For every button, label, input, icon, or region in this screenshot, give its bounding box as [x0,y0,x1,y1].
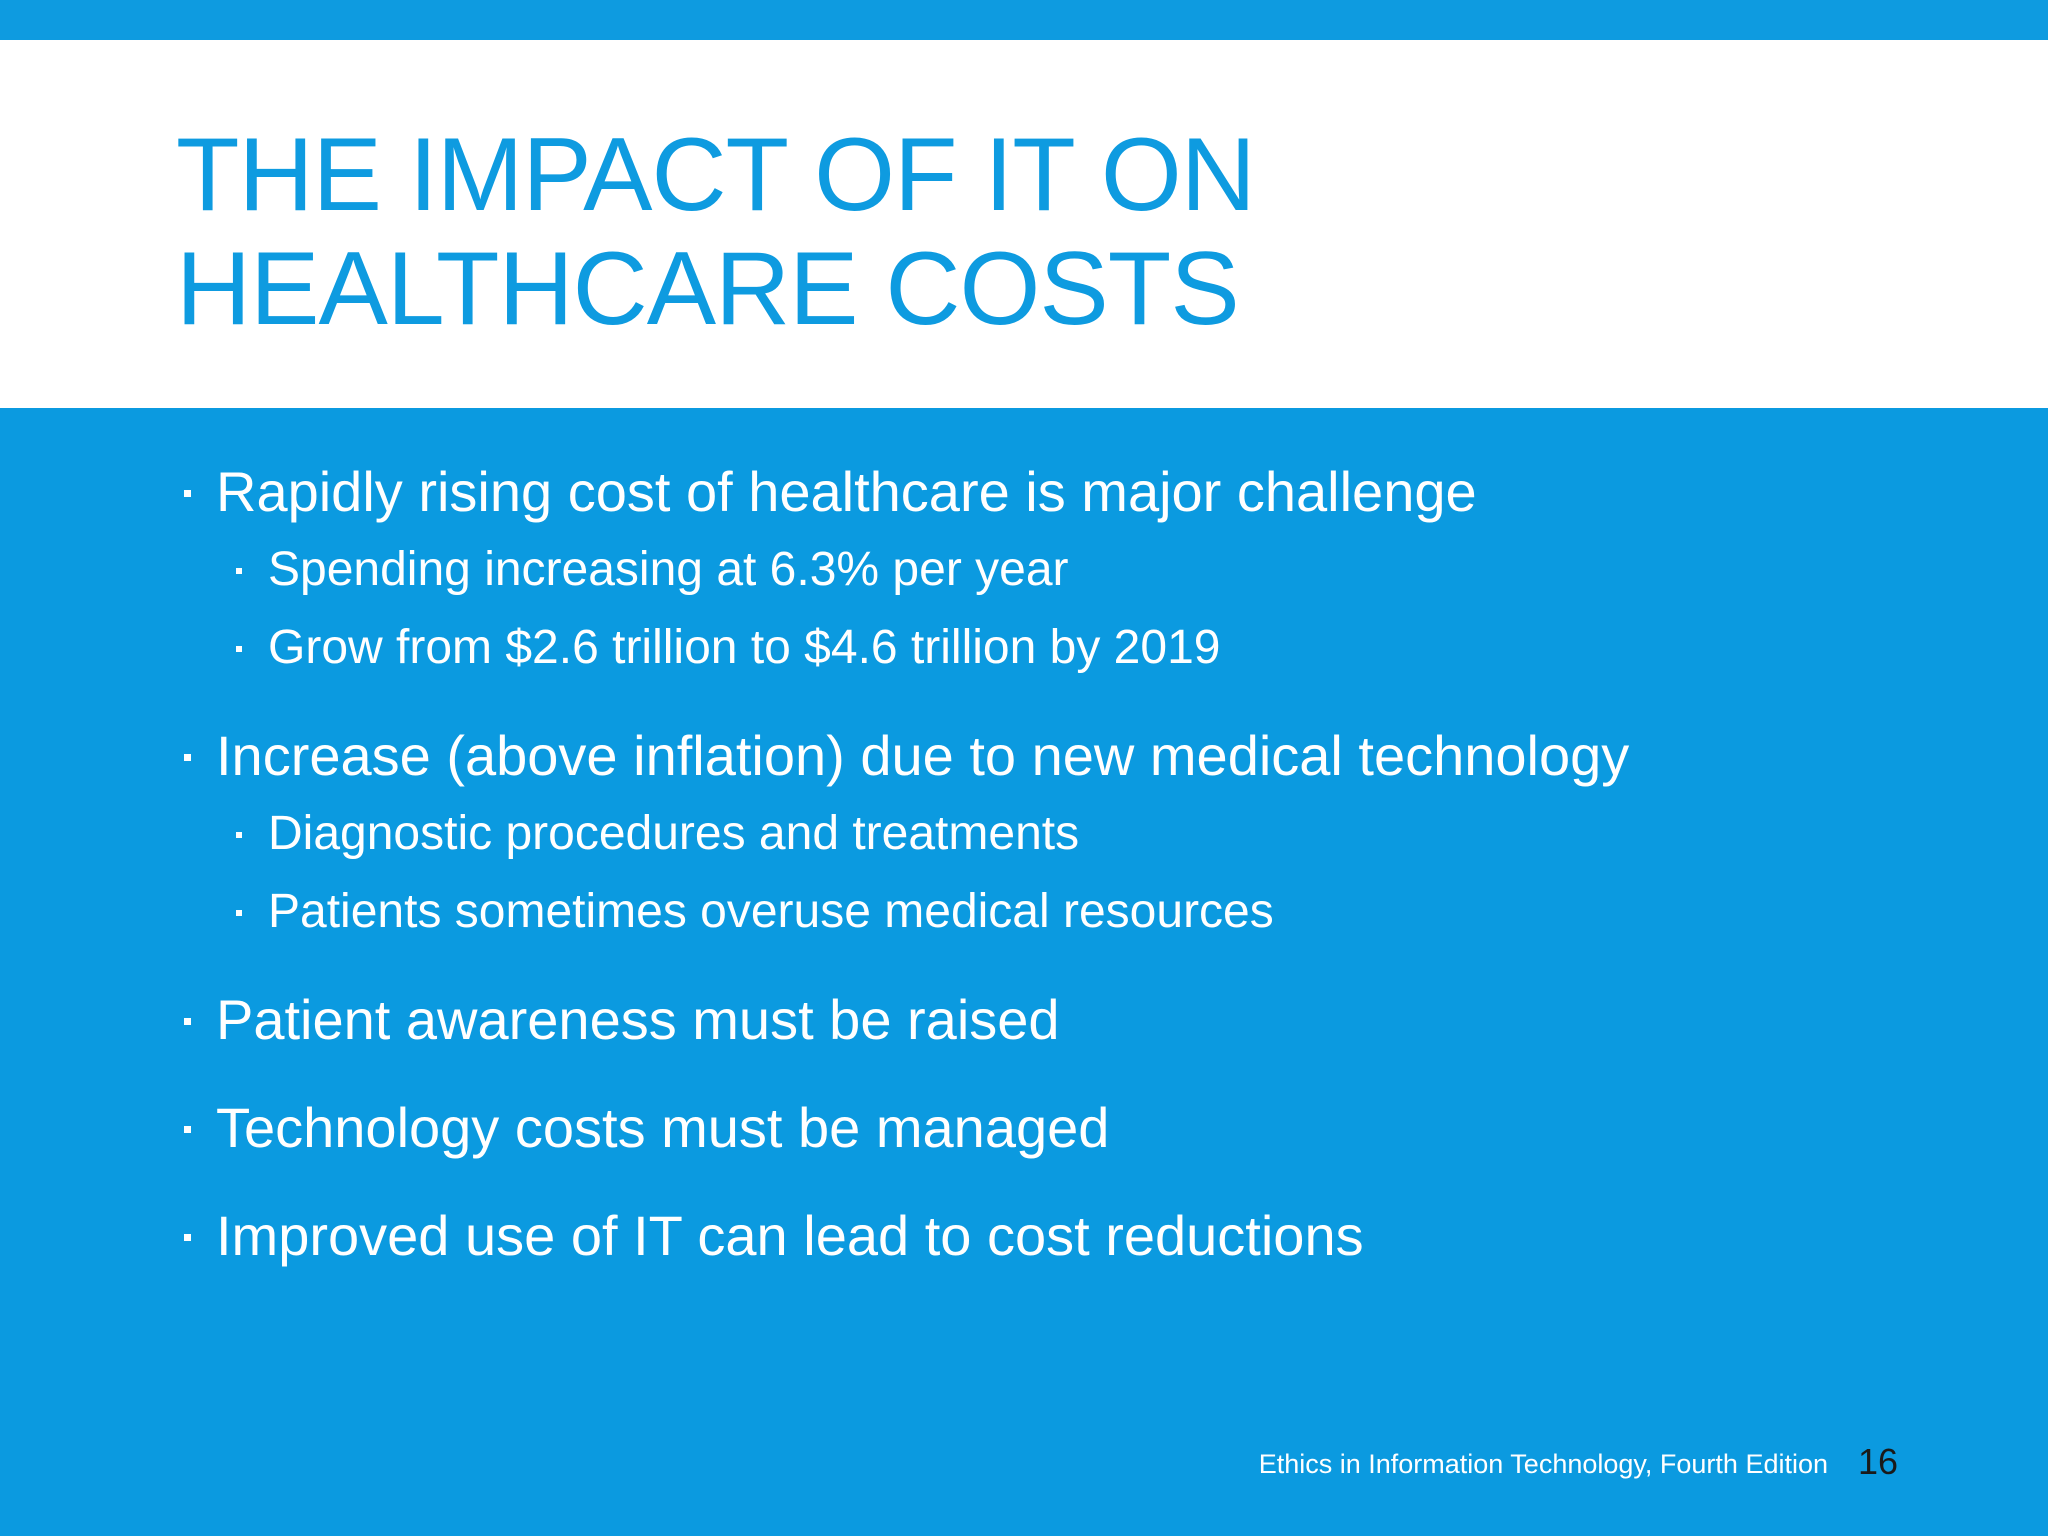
bullet-text: Technology costs must be managed [216,1096,1110,1159]
bullet-text: Improved use of IT can lead to cost redu… [216,1204,1364,1267]
bullet-item: Increase (above inflation) due to new me… [184,724,1630,788]
content-area: Rapidly rising cost of healthcare is maj… [0,408,2048,1536]
bullet-text: Increase (above inflation) due to new me… [216,724,1630,787]
title-area [0,40,2048,408]
bullet-marker [184,490,191,497]
slide-title-line-2: HEALTHCARE COSTS [176,231,1240,347]
sub-bullet-item: Spending increasing at 6.3% per year [236,542,1069,598]
sub-bullet-text: Patients sometimes overuse medical resou… [268,885,1274,938]
bullet-marker [184,1126,191,1133]
sub-bullet-item: Diagnostic procedures and treatments [236,806,1080,862]
slide-title-line-1: THE IMPACT OF IT ON [176,117,1256,233]
bullet-text: Patient awareness must be raised [216,988,1060,1051]
bullet-text: Rapidly rising cost of healthcare is maj… [216,460,1477,523]
bullet-marker [184,754,191,761]
bullet-marker [236,910,242,916]
sub-bullet-item: Grow from $2.6 trillion to $4.6 trillion… [236,620,1221,676]
bullet-item: Patient awareness must be raised [184,988,1060,1052]
sub-bullet-text: Diagnostic procedures and treatments [268,807,1080,860]
bullet-marker [236,646,242,652]
bullet-marker [236,568,242,574]
slide-title: THE IMPACT OF IT ON HEALTHCARE COSTS [176,118,1676,346]
footer-text: Ethics in Information Technology, Fourth… [1258,1449,1828,1479]
bullet-item: Improved use of IT can lead to cost redu… [184,1204,1364,1268]
page-number: 16 [1858,1441,1899,1482]
sub-bullet-item: Patients sometimes overuse medical resou… [236,884,1274,940]
sub-bullet-text: Spending increasing at 6.3% per year [268,543,1069,596]
bullet-list: Rapidly rising cost of healthcare is maj… [0,408,2048,1408]
bullet-item: Technology costs must be managed [184,1096,1110,1160]
top-accent-band [0,0,2048,40]
bullet-marker [236,832,242,838]
bullet-marker [184,1018,191,1025]
bullet-marker [184,1234,191,1241]
sub-bullet-text: Grow from $2.6 trillion to $4.6 trillion… [268,621,1221,674]
bullet-item: Rapidly rising cost of healthcare is maj… [184,460,1477,524]
